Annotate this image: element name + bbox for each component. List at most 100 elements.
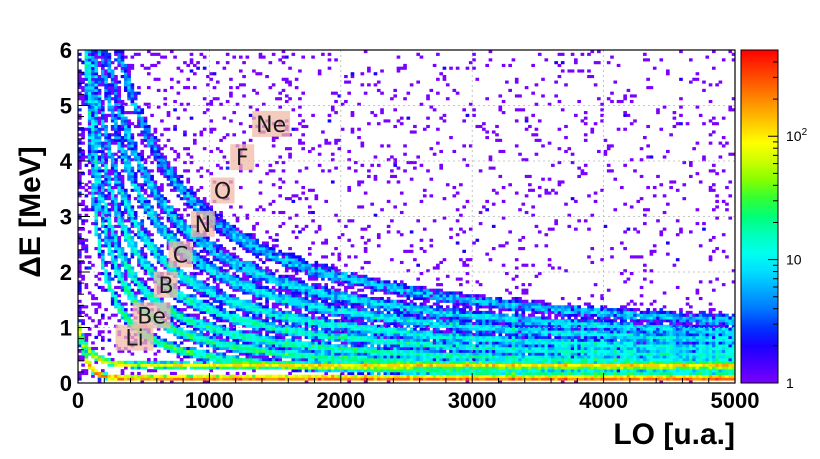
heatmap-cell bbox=[534, 352, 539, 356]
heatmap-cell bbox=[652, 338, 657, 342]
heatmap-cell bbox=[380, 366, 384, 370]
heatmap-cell bbox=[459, 374, 463, 378]
heatmap-cell bbox=[449, 346, 453, 351]
heatmap-cell bbox=[557, 305, 562, 309]
heatmap-cell bbox=[215, 316, 220, 320]
heatmap-cell bbox=[702, 346, 706, 351]
heatmap-cell bbox=[360, 349, 365, 353]
heatmap-cell bbox=[192, 316, 197, 320]
heatmap-cell bbox=[91, 369, 95, 373]
heatmap-cell bbox=[554, 377, 558, 381]
heatmap-cell bbox=[393, 360, 397, 364]
heatmap-cell bbox=[445, 338, 450, 342]
heatmap-cell bbox=[393, 374, 397, 378]
heatmap-cell bbox=[524, 327, 529, 331]
heatmap-cell bbox=[551, 355, 555, 359]
heatmap-cell bbox=[278, 358, 283, 362]
heatmap-cell bbox=[560, 305, 565, 309]
heatmap-cell bbox=[498, 360, 503, 364]
heatmap-cell bbox=[518, 338, 522, 342]
heatmap-cell bbox=[669, 369, 673, 373]
heatmap-cell bbox=[501, 308, 506, 312]
heatmap-cell bbox=[652, 330, 657, 334]
heatmap-cell bbox=[498, 344, 503, 348]
heatmap-cell bbox=[363, 313, 368, 317]
heatmap-cell bbox=[436, 327, 440, 331]
heatmap-cell bbox=[311, 335, 315, 339]
heatmap-cell bbox=[501, 305, 506, 309]
heatmap-cell bbox=[225, 335, 230, 339]
heatmap-cell bbox=[501, 363, 506, 367]
heatmap-cell bbox=[120, 310, 125, 314]
heatmap-cell bbox=[689, 352, 693, 356]
heatmap-cell bbox=[334, 358, 338, 362]
heatmap-cell bbox=[416, 366, 420, 370]
heatmap-cell bbox=[501, 324, 506, 328]
heatmap-cell bbox=[689, 327, 693, 331]
heatmap-cell bbox=[564, 377, 568, 381]
heatmap-cell bbox=[370, 358, 375, 362]
heatmap-cell bbox=[357, 369, 361, 373]
heatmap-cell bbox=[587, 305, 591, 309]
heatmap-cell bbox=[206, 338, 210, 342]
heatmap-cell bbox=[541, 310, 545, 314]
heatmap-cell bbox=[560, 316, 565, 320]
heatmap-cell bbox=[275, 296, 279, 301]
heatmap-cell bbox=[294, 355, 299, 359]
heatmap-cell bbox=[81, 346, 85, 351]
heatmap-cell bbox=[255, 344, 260, 348]
heatmap-cell bbox=[406, 363, 411, 367]
heatmap-cell bbox=[291, 352, 296, 356]
heatmap-cell bbox=[659, 352, 664, 356]
heatmap-cell bbox=[399, 344, 404, 348]
heatmap-cell bbox=[488, 310, 493, 314]
heatmap-cell bbox=[376, 355, 381, 359]
heatmap-cell bbox=[409, 330, 414, 334]
heatmap-cell bbox=[679, 327, 683, 331]
heatmap-cell bbox=[610, 338, 614, 342]
heatmap-cell bbox=[485, 374, 489, 378]
heatmap-cell bbox=[380, 305, 384, 309]
heatmap-cell bbox=[534, 374, 539, 378]
heatmap-cell bbox=[626, 338, 631, 342]
heatmap-cell bbox=[219, 346, 223, 351]
heatmap-cell bbox=[475, 338, 480, 342]
heatmap-cell bbox=[432, 308, 437, 312]
heatmap-cell bbox=[84, 352, 89, 356]
heatmap-cell bbox=[705, 338, 710, 342]
heatmap-cell bbox=[209, 344, 214, 348]
heatmap-cell bbox=[225, 374, 230, 378]
heatmap-cell bbox=[238, 344, 243, 348]
heatmap-cell bbox=[156, 360, 161, 364]
heatmap-cell bbox=[728, 346, 733, 351]
heatmap-cell bbox=[317, 369, 322, 373]
heatmap-cell bbox=[633, 346, 637, 351]
heatmap-cell bbox=[646, 338, 650, 342]
heatmap-cell bbox=[482, 305, 486, 309]
heatmap-cell bbox=[268, 296, 273, 301]
heatmap-cell bbox=[554, 344, 558, 348]
heatmap-cell bbox=[518, 327, 522, 331]
heatmap-cell bbox=[544, 302, 549, 306]
heatmap-cell bbox=[597, 352, 601, 356]
heatmap-cell bbox=[613, 363, 618, 367]
heatmap-cell bbox=[675, 349, 680, 353]
heatmap-cell bbox=[452, 366, 457, 370]
heatmap-cell bbox=[284, 321, 289, 326]
heatmap-cell bbox=[380, 310, 384, 314]
heatmap-cell bbox=[498, 330, 503, 334]
heatmap-cell bbox=[547, 349, 552, 353]
heatmap-cell bbox=[682, 349, 687, 353]
heatmap-cell bbox=[268, 352, 273, 356]
heatmap-cell bbox=[386, 338, 391, 342]
heatmap-cell bbox=[501, 360, 506, 364]
heatmap-cell bbox=[475, 355, 480, 359]
heatmap-cell bbox=[498, 321, 503, 326]
heatmap-cell bbox=[291, 305, 296, 309]
heatmap-cell bbox=[712, 349, 716, 353]
heatmap-cell bbox=[169, 341, 174, 345]
heatmap-cell bbox=[212, 324, 217, 328]
heatmap-cell bbox=[531, 327, 535, 331]
heatmap-cell bbox=[590, 355, 595, 359]
heatmap-cell bbox=[488, 327, 493, 331]
